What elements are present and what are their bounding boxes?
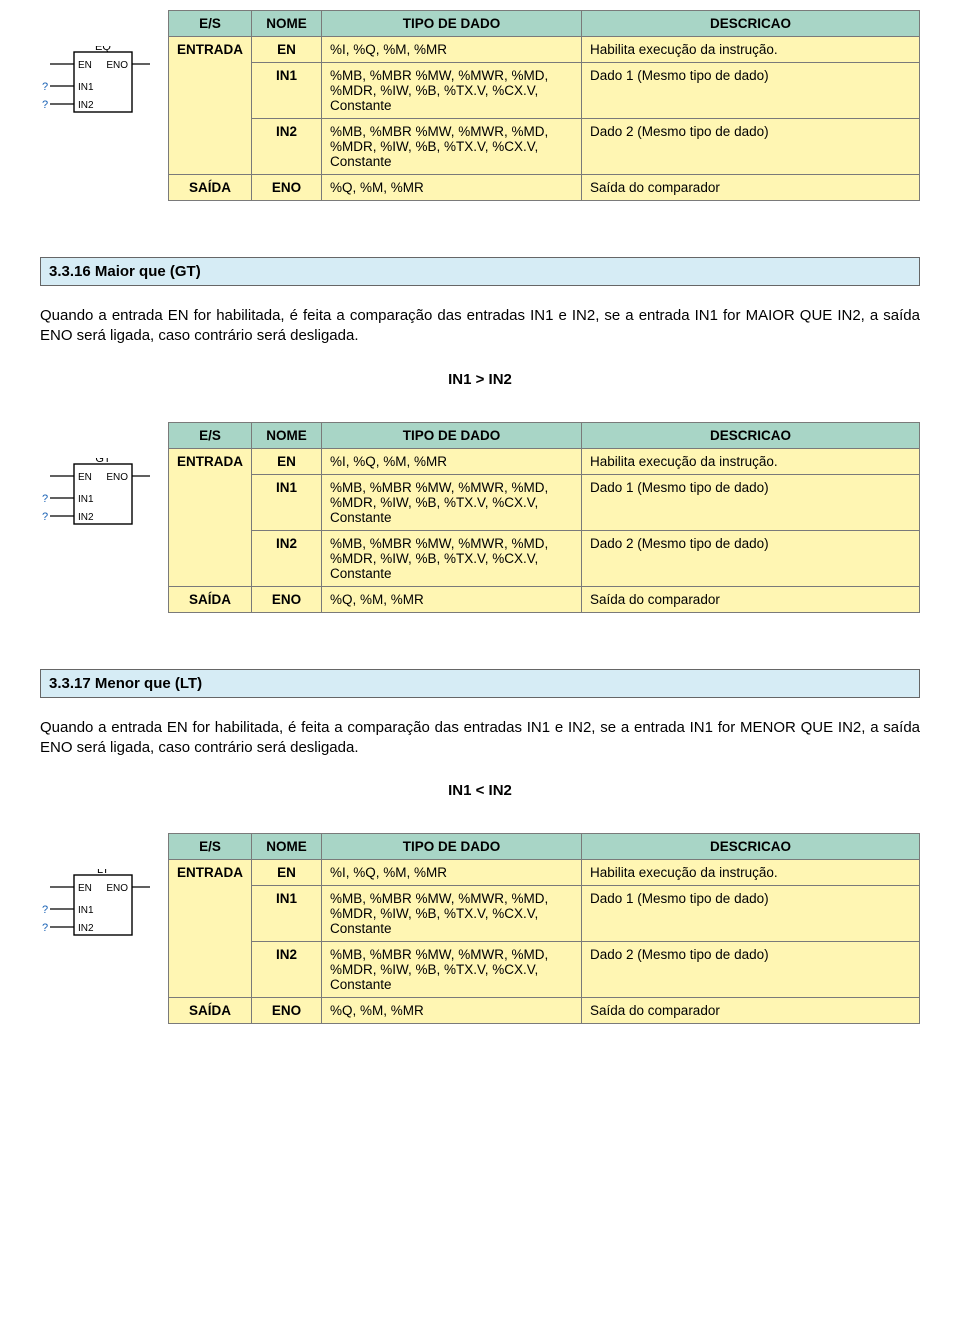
th-nome: NOME: [252, 11, 322, 37]
cell-desc: Saída do comparador: [582, 586, 920, 612]
cell-nome: IN1: [252, 474, 322, 530]
svg-text:IN1: IN1: [78, 905, 94, 916]
cell-es: SAÍDA: [169, 586, 252, 612]
svg-text:IN2: IN2: [78, 923, 94, 934]
cell-desc: Dado 1 (Mesmo tipo de dado): [582, 886, 920, 942]
cell-tipo: %MB, %MBR %MW, %MWR, %MD, %MDR, %IW, %B,…: [322, 530, 582, 586]
cell-tipo: %Q, %M, %MR: [322, 998, 582, 1024]
th-tipo: TIPO DE DADO: [322, 11, 582, 37]
cell-es: SAÍDA: [169, 998, 252, 1024]
cell-nome: IN2: [252, 119, 322, 175]
svg-text:GT: GT: [95, 458, 111, 465]
gt-table: E/S NOME TIPO DE DADO DESCRICAO ENTRADA …: [168, 422, 920, 613]
gt-block: GTENENOIN1?IN2? E/S NOME TIPO DE DADO DE…: [40, 422, 920, 613]
svg-text:?: ?: [42, 99, 48, 111]
svg-text:ENO: ENO: [106, 472, 128, 483]
cell-desc: Dado 1 (Mesmo tipo de dado): [582, 474, 920, 530]
svg-text:IN1: IN1: [78, 494, 94, 505]
gt-diagram: GTEN ENO IN1? IN2?: [40, 458, 150, 538]
svg-text:EN: EN: [78, 472, 92, 483]
th-desc: DESCRICAO: [582, 422, 920, 448]
cell-tipo: %I, %Q, %M, %MR: [322, 860, 582, 886]
heading-lt: 3.3.17 Menor que (LT): [40, 669, 920, 698]
svg-text:LT: LT: [97, 869, 109, 876]
cell-desc: Dado 1 (Mesmo tipo de dado): [582, 63, 920, 119]
lt-table: E/S NOME TIPO DE DADO DESCRICAO ENTRADA …: [168, 833, 920, 1024]
cell-desc: Habilita execução da instrução.: [582, 860, 920, 886]
cell-tipo: %I, %Q, %M, %MR: [322, 37, 582, 63]
svg-text:EQ: EQ: [95, 46, 111, 53]
cell-es: ENTRADA: [169, 860, 252, 998]
th-es: E/S: [169, 422, 252, 448]
heading-gt: 3.3.16 Maior que (GT): [40, 257, 920, 286]
svg-text:EN: EN: [78, 883, 92, 894]
cell-tipo: %I, %Q, %M, %MR: [322, 448, 582, 474]
cell-desc: Habilita execução da instrução.: [582, 448, 920, 474]
formula-lt: IN1 < IN2: [40, 782, 920, 799]
svg-text:ENO: ENO: [106, 883, 128, 894]
cell-desc: Saída do comparador: [582, 175, 920, 201]
cell-nome: EN: [252, 37, 322, 63]
th-tipo: TIPO DE DADO: [322, 834, 582, 860]
para-gt: Quando a entrada EN for habilitada, é fe…: [40, 306, 920, 347]
cell-nome: ENO: [252, 175, 322, 201]
svg-text:IN2: IN2: [78, 512, 94, 523]
eq-block: EQENENOIN1?IN2? E/S NOME TIPO DE DADO DE…: [40, 10, 920, 201]
th-nome: NOME: [252, 422, 322, 448]
svg-text:ENO: ENO: [106, 60, 128, 71]
cell-es: ENTRADA: [169, 37, 252, 175]
cell-tipo: %Q, %M, %MR: [322, 586, 582, 612]
formula-gt: IN1 > IN2: [40, 371, 920, 388]
eq-table: E/S NOME TIPO DE DADO DESCRICAO ENTRADA …: [168, 10, 920, 201]
cell-es: SAÍDA: [169, 175, 252, 201]
lt-block: LT EN ENO IN1? IN2? E/S NOME TIPO DE DADO DE…: [40, 833, 920, 1024]
cell-desc: Saída do comparador: [582, 998, 920, 1024]
cell-tipo: %MB, %MBR %MW, %MWR, %MD, %MDR, %IW, %B,…: [322, 474, 582, 530]
th-nome: NOME: [252, 834, 322, 860]
cell-desc: Dado 2 (Mesmo tipo de dado): [582, 530, 920, 586]
cell-tipo: %Q, %M, %MR: [322, 175, 582, 201]
cell-tipo: %MB, %MBR %MW, %MWR, %MD, %MDR, %IW, %B,…: [322, 886, 582, 942]
cell-desc: Dado 2 (Mesmo tipo de dado): [582, 942, 920, 998]
lt-diagram: LT EN ENO IN1? IN2?: [40, 869, 150, 949]
th-es: E/S: [169, 11, 252, 37]
cell-tipo: %MB, %MBR %MW, %MWR, %MD, %MDR, %IW, %B,…: [322, 942, 582, 998]
cell-nome: EN: [252, 448, 322, 474]
th-es: E/S: [169, 834, 252, 860]
cell-nome: EN: [252, 860, 322, 886]
cell-nome: IN1: [252, 63, 322, 119]
cell-nome: IN2: [252, 942, 322, 998]
para-lt: Quando a entrada EN for habilitada, é fe…: [40, 718, 920, 759]
cell-nome: IN2: [252, 530, 322, 586]
cell-es: ENTRADA: [169, 448, 252, 586]
cell-desc: Dado 2 (Mesmo tipo de dado): [582, 119, 920, 175]
th-desc: DESCRICAO: [582, 11, 920, 37]
eq-diagram: EQEN ENO IN1? IN2?: [40, 46, 150, 126]
cell-nome: ENO: [252, 586, 322, 612]
svg-text:?: ?: [42, 904, 48, 916]
svg-text:IN1: IN1: [78, 82, 94, 93]
cell-nome: IN1: [252, 886, 322, 942]
svg-text:IN2: IN2: [78, 100, 94, 111]
svg-text:?: ?: [42, 922, 48, 934]
svg-text:?: ?: [42, 81, 48, 93]
th-desc: DESCRICAO: [582, 834, 920, 860]
svg-text:?: ?: [42, 493, 48, 505]
cell-tipo: %MB, %MBR %MW, %MWR, %MD, %MDR, %IW, %B,…: [322, 63, 582, 119]
th-tipo: TIPO DE DADO: [322, 422, 582, 448]
cell-desc: Habilita execução da instrução.: [582, 37, 920, 63]
svg-text:EN: EN: [78, 60, 92, 71]
cell-nome: ENO: [252, 998, 322, 1024]
svg-text:?: ?: [42, 511, 48, 523]
cell-tipo: %MB, %MBR %MW, %MWR, %MD, %MDR, %IW, %B,…: [322, 119, 582, 175]
